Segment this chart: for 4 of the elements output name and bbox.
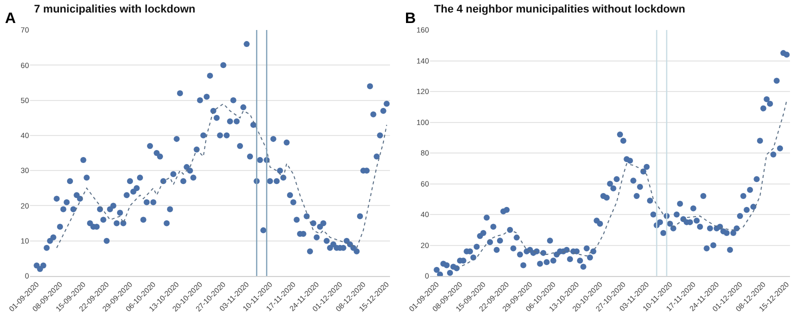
chart-title: The 4 neighbor municipalities without lockdown <box>434 4 686 16</box>
chart-title: 7 municipalities with lockdown <box>34 4 196 16</box>
text: A <box>5 10 16 27</box>
text: B <box>405 10 416 27</box>
